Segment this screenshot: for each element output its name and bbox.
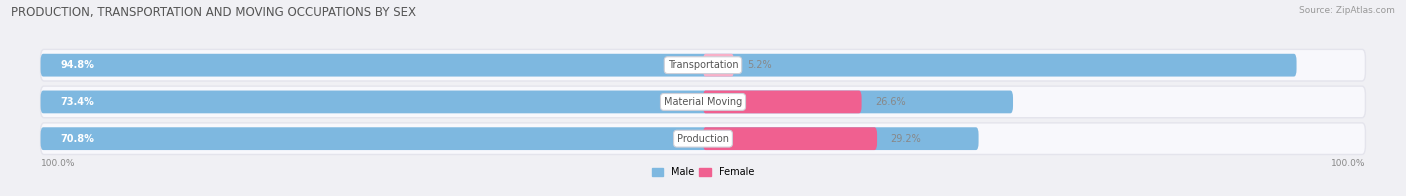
FancyBboxPatch shape [41, 86, 1365, 118]
Text: Material Moving: Material Moving [664, 97, 742, 107]
Text: 70.8%: 70.8% [60, 134, 94, 144]
FancyBboxPatch shape [703, 54, 734, 77]
Text: Production: Production [678, 134, 728, 144]
Text: Source: ZipAtlas.com: Source: ZipAtlas.com [1299, 6, 1395, 15]
FancyBboxPatch shape [703, 91, 862, 113]
Text: PRODUCTION, TRANSPORTATION AND MOVING OCCUPATIONS BY SEX: PRODUCTION, TRANSPORTATION AND MOVING OC… [11, 6, 416, 19]
Text: 100.0%: 100.0% [41, 159, 75, 168]
FancyBboxPatch shape [703, 127, 877, 150]
Text: 29.2%: 29.2% [890, 134, 921, 144]
Legend: Male, Female: Male, Female [652, 167, 754, 177]
Text: Transportation: Transportation [668, 60, 738, 70]
FancyBboxPatch shape [41, 127, 979, 150]
FancyBboxPatch shape [41, 91, 1014, 113]
Text: 73.4%: 73.4% [60, 97, 94, 107]
FancyBboxPatch shape [41, 49, 1365, 81]
Text: 5.2%: 5.2% [747, 60, 772, 70]
FancyBboxPatch shape [41, 123, 1365, 154]
Text: 100.0%: 100.0% [1331, 159, 1365, 168]
Text: 94.8%: 94.8% [60, 60, 94, 70]
FancyBboxPatch shape [41, 54, 1296, 77]
Text: 26.6%: 26.6% [875, 97, 905, 107]
